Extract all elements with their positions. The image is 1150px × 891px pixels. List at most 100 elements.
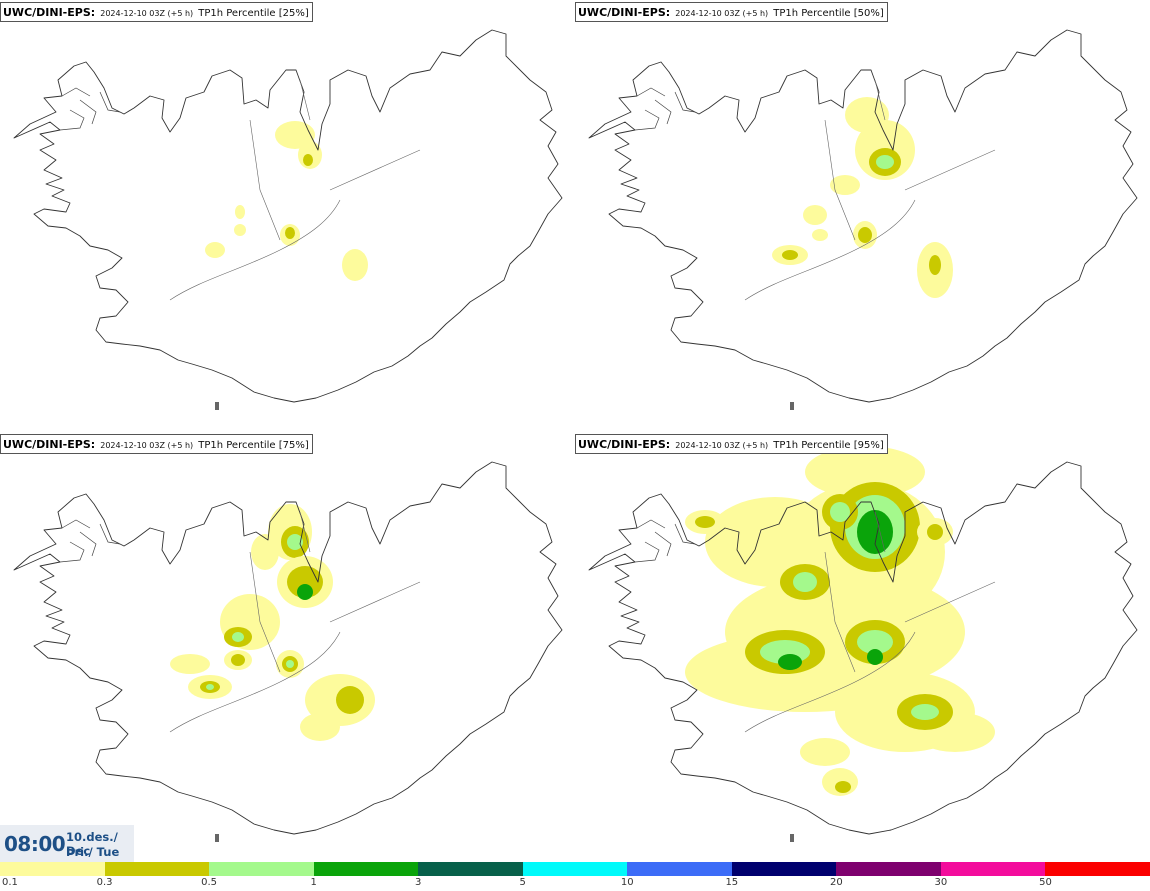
precip-cell (800, 738, 850, 766)
parameter-label: TP1h Percentile [75%] (198, 440, 309, 451)
colorbar-segment (940, 862, 1046, 876)
road-network (169, 511, 421, 733)
map-panel-p50: UWC/DINI-EPS: 2024-12-10 03Z (+5 h) TP1h… (575, 0, 1150, 432)
colorbar-tick-label: 10 (620, 877, 634, 888)
colorbar-tick-label: 30 (934, 877, 948, 888)
precip-cell (929, 255, 941, 275)
colorbar-segment (104, 862, 210, 876)
precip-field (772, 97, 953, 298)
run-time: 2024-12-10 03Z (+5 h) (100, 441, 194, 450)
valid-weekday: Þri./ Tue (66, 845, 120, 859)
precip-field (685, 446, 995, 796)
precip-cell (285, 227, 295, 239)
colorbar-segment (209, 862, 314, 876)
precip-cell (275, 121, 315, 149)
model-name: UWC/DINI-EPS (578, 6, 666, 19)
precip-cell (857, 630, 893, 654)
precip-cell (812, 229, 828, 241)
precip-cell (342, 249, 368, 281)
panel-title: UWC/DINI-EPS: 2024-12-10 03Z (+5 h) TP1h… (0, 434, 313, 454)
valid-date: 10.des./ Dec (66, 830, 118, 858)
map-panel-p95: UWC/DINI-EPS: 2024-12-10 03Z (+5 h) TP1h… (575, 432, 1150, 864)
map-canvas (588, 29, 1138, 410)
precip-cell (336, 686, 364, 714)
road-network (744, 511, 996, 733)
colorbar-segment (0, 862, 105, 876)
panel-title: UWC/DINI-EPS: 2024-12-10 03Z (+5 h) TP1h… (575, 2, 888, 22)
colorbar-tick-label: 5 (519, 877, 526, 888)
precip-field (170, 504, 375, 741)
map-canvas (588, 446, 1138, 842)
valid-time: 08:00 (4, 832, 66, 856)
run-time: 2024-12-10 03Z (+5 h) (675, 9, 769, 18)
model-name: UWC/DINI-EPS (578, 438, 666, 451)
precip-cell (303, 154, 313, 166)
map-canvas (13, 29, 563, 410)
precip-colorbar (0, 862, 1150, 876)
precip-cell (858, 227, 872, 243)
colorbar-segment (1045, 862, 1150, 876)
panel-title: UWC/DINI-EPS: 2024-12-10 03Z (+5 h) TP1h… (0, 2, 313, 22)
run-time: 2024-12-10 03Z (+5 h) (100, 9, 194, 18)
colorbar-segment (313, 862, 419, 876)
road-network (169, 79, 421, 301)
island (790, 834, 794, 842)
run-time: 2024-12-10 03Z (+5 h) (675, 441, 769, 450)
precip-cell (235, 205, 245, 219)
precip-cell (170, 654, 210, 674)
precip-cell (830, 502, 850, 522)
panel-title: UWC/DINI-EPS: 2024-12-10 03Z (+5 h) TP1h… (575, 434, 888, 454)
map-canvas (13, 461, 563, 842)
colorbar-ticks: 0.1 0.3 0.5 1 3 5 10 15 20 30 50 (0, 876, 1150, 891)
coastline (13, 461, 563, 835)
map-panel-p75: UWC/DINI-EPS: 2024-12-10 03Z (+5 h) TP1h… (0, 432, 575, 864)
precip-cell (231, 654, 245, 666)
precip-cell (805, 446, 925, 498)
valid-time-box: 08:00 10.des./ Dec Þri./ Tue (0, 825, 134, 862)
precip-cell (205, 242, 225, 258)
precip-cell (300, 713, 340, 741)
fjords (59, 519, 121, 563)
model-name: UWC/DINI-EPS (3, 438, 91, 451)
fjords (634, 519, 696, 563)
map-panel-p25: UWC/DINI-EPS: 2024-12-10 03Z (+5 h) TP1h… (0, 0, 575, 432)
coastline (13, 29, 563, 403)
precip-cell (234, 224, 246, 236)
precip-cell (287, 534, 303, 550)
precip-cell (286, 660, 294, 668)
colorbar-tick-label: 0.3 (96, 877, 113, 888)
parameter-label: TP1h Percentile [95%] (773, 440, 884, 451)
coastline (588, 29, 1138, 403)
model-name: UWC/DINI-EPS (3, 6, 91, 19)
island (215, 834, 219, 842)
colorbar-segment (731, 862, 837, 876)
road-network (744, 79, 996, 301)
colorbar-tick-label: 0.1 (2, 877, 18, 888)
precip-cell (830, 175, 860, 195)
precip-cell (803, 205, 827, 225)
coastline (588, 461, 1138, 835)
precip-cell (778, 654, 802, 670)
fjords (59, 87, 121, 131)
parameter-label: TP1h Percentile [50%] (773, 8, 884, 19)
colorbar-tick-label: 3 (414, 877, 422, 888)
precip-cell (695, 516, 715, 528)
precip-cell (857, 510, 893, 554)
precip-cell (251, 534, 279, 570)
island (790, 402, 794, 410)
colorbar-tick-label: 1 (310, 877, 317, 888)
precip-cell (782, 250, 798, 260)
precip-cell (232, 632, 244, 642)
precip-cell (206, 684, 214, 690)
island (215, 402, 219, 410)
fjords (634, 87, 696, 131)
colorbar-segment (627, 862, 732, 876)
precip-cell (867, 649, 883, 665)
precip-cell (297, 584, 313, 600)
colorbar-segment (522, 862, 628, 876)
colorbar-tick-label: 0.5 (201, 877, 218, 888)
parameter-label: TP1h Percentile [25%] (198, 8, 309, 19)
colorbar-tick-label: 50 (1039, 877, 1052, 888)
precip-cell (876, 155, 894, 169)
colorbar-tick-label: 20 (829, 877, 843, 888)
